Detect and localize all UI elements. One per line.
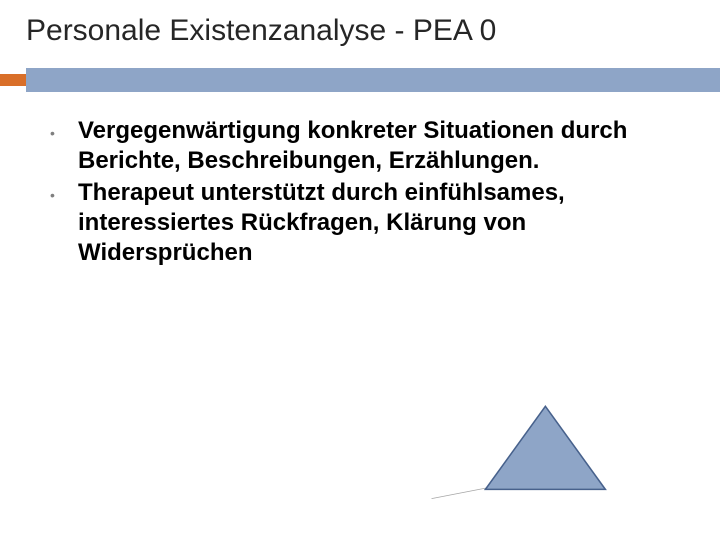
slide-title: Personale Existenzanalyse - PEA 0: [26, 14, 496, 48]
bullet-marker-icon: •: [50, 116, 78, 148]
content-area: • Vergegenwärtigung konkreter Situatione…: [50, 116, 670, 270]
divider-main: [26, 68, 720, 92]
list-item: • Vergegenwärtigung konkreter Situatione…: [50, 116, 670, 176]
divider-accent: [0, 74, 26, 86]
triangle-shape: [485, 406, 605, 489]
triangle-icon: [430, 384, 630, 524]
slide: Personale Existenzanalyse - PEA 0 • Verg…: [0, 0, 720, 540]
list-item: • Therapeut unterstützt durch einfühlsam…: [50, 178, 670, 268]
triangle-base-line: [432, 488, 487, 499]
bullet-marker-icon: •: [50, 178, 78, 210]
divider-bar: [0, 68, 720, 92]
bullet-text: Therapeut unterstützt durch einfühlsames…: [78, 178, 670, 268]
bullet-text: Vergegenwärtigung konkreter Situationen …: [78, 116, 670, 176]
triangle-graphic: [430, 384, 630, 524]
